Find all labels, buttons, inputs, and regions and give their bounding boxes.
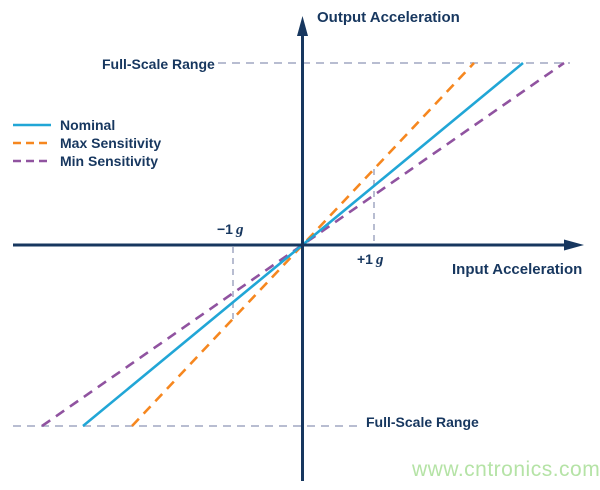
minus-1g-label: −1 g [217, 221, 243, 239]
legend-item-min-sensitivity: Min Sensitivity [13, 152, 161, 170]
min-sensitivity-line [41, 61, 565, 428]
full-scale-range-bottom-label: Full-Scale Range [366, 414, 479, 430]
max-sensitivity-line-swatch-icon [13, 141, 51, 145]
plus-1g-unit: g [375, 252, 384, 268]
minus-1g-value: −1 [217, 221, 233, 237]
legend-item-max-sensitivity: Max Sensitivity [13, 134, 161, 152]
legend: Nominal Max Sensitivity Min Sensitivity [13, 116, 161, 170]
watermark: www.cntronics.com [412, 458, 600, 481]
y-axis-label: Output Acceleration [317, 9, 460, 26]
x-axis-label: Input Acceleration [452, 261, 583, 278]
legend-label-nominal: Nominal [60, 117, 116, 133]
max-sensitivity-line [131, 62, 475, 427]
x-axis-arrow-icon [564, 239, 584, 251]
min-sensitivity-line-swatch-icon [13, 159, 51, 163]
legend-label-max-sensitivity: Max Sensitivity [60, 135, 162, 151]
legend-item-nominal: Nominal [13, 116, 161, 134]
plus-1g-label: +1 g [357, 251, 383, 269]
y-axis-arrow-icon [297, 16, 308, 36]
nominal-line-swatch-icon [13, 123, 51, 127]
minus-1g-unit: g [235, 222, 244, 238]
full-scale-range-top-label: Full-Scale Range [102, 56, 215, 72]
legend-label-min-sensitivity: Min Sensitivity [60, 153, 159, 169]
plus-1g-value: +1 [357, 251, 373, 267]
